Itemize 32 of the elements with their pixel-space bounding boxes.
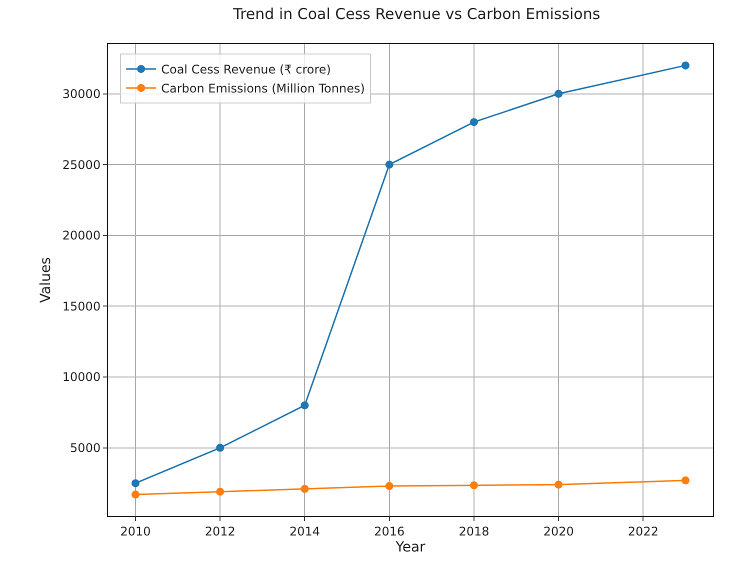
x-tick-label: 2018 bbox=[458, 524, 490, 538]
point bbox=[554, 90, 563, 98]
y-tick-label: 30000 bbox=[62, 86, 101, 101]
point bbox=[554, 480, 563, 489]
point bbox=[216, 488, 224, 496]
point bbox=[682, 476, 690, 484]
x-tick-label: 2016 bbox=[374, 524, 405, 538]
y-tick-label: 15000 bbox=[62, 299, 101, 314]
y-tick-label: 5000 bbox=[70, 441, 101, 456]
point bbox=[385, 160, 394, 169]
point bbox=[682, 61, 690, 70]
x-tick-label: 2014 bbox=[289, 524, 320, 538]
point bbox=[132, 490, 140, 499]
x-tick-label: 2010 bbox=[120, 524, 151, 538]
x-axis-title: Year bbox=[394, 540, 426, 556]
point bbox=[300, 401, 309, 410]
x-tick-label: 2020 bbox=[543, 524, 574, 538]
legend-label: Carbon Emissions (Million Tonnes) bbox=[161, 82, 365, 96]
y-axis-title: Values bbox=[38, 257, 54, 303]
y-tick-label: 10000 bbox=[62, 370, 101, 384]
point bbox=[132, 479, 140, 488]
x-tick-label: 2022 bbox=[628, 524, 658, 538]
point bbox=[470, 118, 478, 126]
y-tick-label: 25000 bbox=[62, 158, 101, 172]
x-tick-label: 2012 bbox=[204, 524, 236, 538]
point bbox=[300, 484, 309, 493]
y-tick-label: 20000 bbox=[62, 228, 101, 243]
chart-title: Trend in Coal Cess Revenue vs Carbon Emissions bbox=[232, 4, 600, 23]
point bbox=[470, 481, 478, 490]
point bbox=[216, 444, 224, 452]
point bbox=[385, 482, 394, 490]
legend-label: Coal Cess Revenue (₹ crore) bbox=[161, 62, 331, 77]
